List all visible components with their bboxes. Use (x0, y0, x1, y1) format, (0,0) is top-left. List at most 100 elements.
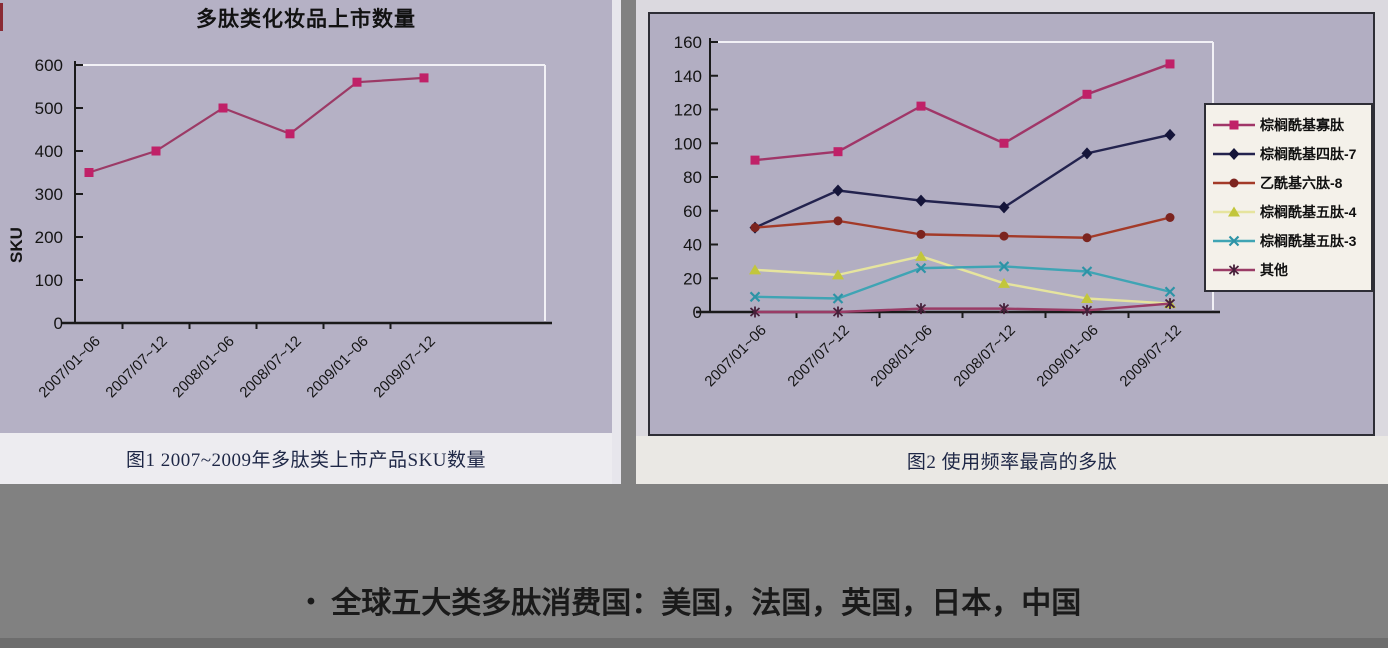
figure1-chart: 60050040030020010002007/01~062007/07~122… (35, 56, 552, 401)
figure1-caption-strip: 图1 2007~2009年多肽类上市产品SKU数量 (0, 433, 612, 484)
data-point-marker (1229, 120, 1239, 130)
y-tick-label: 160 (674, 33, 702, 52)
x-tick-label: 2008/07~12 (236, 333, 304, 401)
data-point-marker (1164, 286, 1176, 298)
data-point-marker (998, 277, 1010, 288)
y-tick-label: 400 (35, 142, 63, 161)
data-point-marker (832, 184, 844, 197)
data-point-marker (999, 231, 1009, 241)
legend-label: 棕榈酰基寡肽 (1260, 116, 1344, 133)
y-tick-label: 500 (35, 99, 63, 118)
series-line (755, 302, 1171, 314)
data-point-marker (218, 103, 228, 113)
data-point-marker (1165, 213, 1175, 222)
figure2-chart: 1601401201008060402002007/01~062007/07~1… (674, 33, 1220, 390)
legend-item: 乙酰基六肽-8 (1212, 173, 1365, 193)
series-line (88, 76, 425, 174)
data-point-marker (749, 306, 761, 318)
data-point-marker (750, 223, 760, 233)
legend-label: 其他 (1260, 262, 1288, 279)
series-棕榈酰基五肽-4 (749, 250, 1176, 309)
y-tick-label: 100 (35, 271, 63, 290)
x-tick-labels: 2007/01~062007/07~122008/01~062008/07~12… (35, 333, 438, 401)
data-point-marker (916, 101, 926, 111)
series-棕榈酰基寡肽 (750, 59, 1175, 165)
data-point-marker (1228, 264, 1240, 276)
data-point-marker (419, 73, 429, 83)
y-axis: 160140120100806040200 (674, 33, 718, 322)
data-point-marker (750, 155, 760, 165)
figure2-panel: 1601401201008060402002007/01~062007/07~1… (636, 0, 1388, 484)
data-point-marker (1229, 178, 1239, 188)
data-point-marker (749, 264, 761, 275)
data-point-marker (999, 138, 1009, 148)
legend-item: 棕榈酰基五肽-4 (1212, 202, 1365, 222)
legend-marker-triangle (1213, 206, 1255, 217)
series-SKU数量 (84, 73, 429, 177)
y-tick-label: 100 (674, 134, 702, 153)
data-point-marker (1228, 206, 1240, 217)
data-point-marker (1081, 266, 1093, 277)
data-point-marker (1081, 293, 1093, 303)
series-棕榈酰基五肽-3 (749, 261, 1176, 304)
x-tick-label: 2009/07~12 (370, 333, 438, 401)
panel-divider (612, 0, 621, 484)
x-tick-label: 2008/01~06 (169, 333, 237, 401)
data-point-marker (1081, 304, 1093, 316)
x-tick-label: 2009/01~06 (1033, 322, 1101, 390)
data-point-marker (915, 194, 927, 207)
y-tick-label: 300 (35, 185, 63, 204)
bullet-marker: • (306, 588, 316, 615)
y-tick-label: 200 (35, 228, 63, 247)
legend-marker-x (1213, 235, 1255, 247)
data-point-marker (833, 216, 843, 226)
series-line (754, 265, 1171, 300)
data-point-marker (915, 250, 927, 261)
figure1-title: 多肽类化妆品上市数量 (196, 8, 416, 31)
figure1-panel: 多肽类化妆品上市数量 SKU 600 500 400 300 200 100 0 2007/0… (0, 0, 620, 484)
legend-item: 其他 (1212, 260, 1365, 280)
series-line (754, 216, 1171, 239)
data-point-marker (998, 201, 1010, 214)
data-point-marker (285, 129, 295, 139)
series-乙酰基六肽-8 (750, 213, 1175, 243)
scan-artifact (0, 3, 3, 31)
legend-marker-circle (1213, 178, 1255, 188)
series-line (754, 62, 1171, 162)
data-point-marker (1165, 59, 1175, 69)
x-tick-label: 2007/01~06 (701, 322, 769, 390)
legend-marker-asterisk (1213, 264, 1255, 276)
data-point-marker (915, 303, 927, 315)
series-line (754, 133, 1171, 229)
y-tick-label: 120 (674, 101, 702, 120)
series-棕榈酰基四肽-7 (749, 128, 1176, 234)
data-point-marker (1164, 298, 1176, 310)
bullet-line: • 全球五大类多肽消费国：美国，法国，英国，日本，中国 (0, 578, 1388, 622)
data-point-marker (915, 262, 927, 274)
y-tick-label: 600 (35, 56, 63, 75)
x-tick-label: 2007/07~12 (784, 322, 852, 390)
y-tick-label: 60 (683, 202, 702, 221)
y-tick-label: 40 (683, 236, 702, 255)
legend-marker-diamond (1213, 147, 1255, 160)
data-point-marker (1228, 235, 1240, 247)
data-point-marker (84, 168, 94, 177)
legend-item: 棕榈酰基五肽-3 (1212, 231, 1365, 251)
bottom-band: • 全球五大类多肽消费国：美国，法国，英国，日本，中国 (0, 484, 1388, 648)
legend-label: 棕榈酰基五肽-4 (1260, 204, 1357, 221)
data-point-marker (832, 306, 844, 318)
data-point-marker (833, 147, 843, 157)
data-point-marker (1082, 89, 1092, 99)
data-point-marker (832, 269, 844, 280)
data-point-marker (998, 303, 1010, 315)
bullet-text: 全球五大类多肽消费国：美国，法国，英国，日本，中国 (331, 587, 1082, 620)
data-point-marker (1082, 233, 1092, 243)
data-point-marker (832, 293, 844, 304)
bottom-edge-strip (0, 638, 1388, 648)
series-其他 (749, 298, 1176, 318)
x-tick-label: 2008/07~12 (950, 322, 1018, 390)
legend-item: 棕榈酰基寡肽 (1212, 115, 1365, 135)
figure2-chart-box: 1601401201008060402002007/01~062007/07~1… (648, 12, 1375, 436)
